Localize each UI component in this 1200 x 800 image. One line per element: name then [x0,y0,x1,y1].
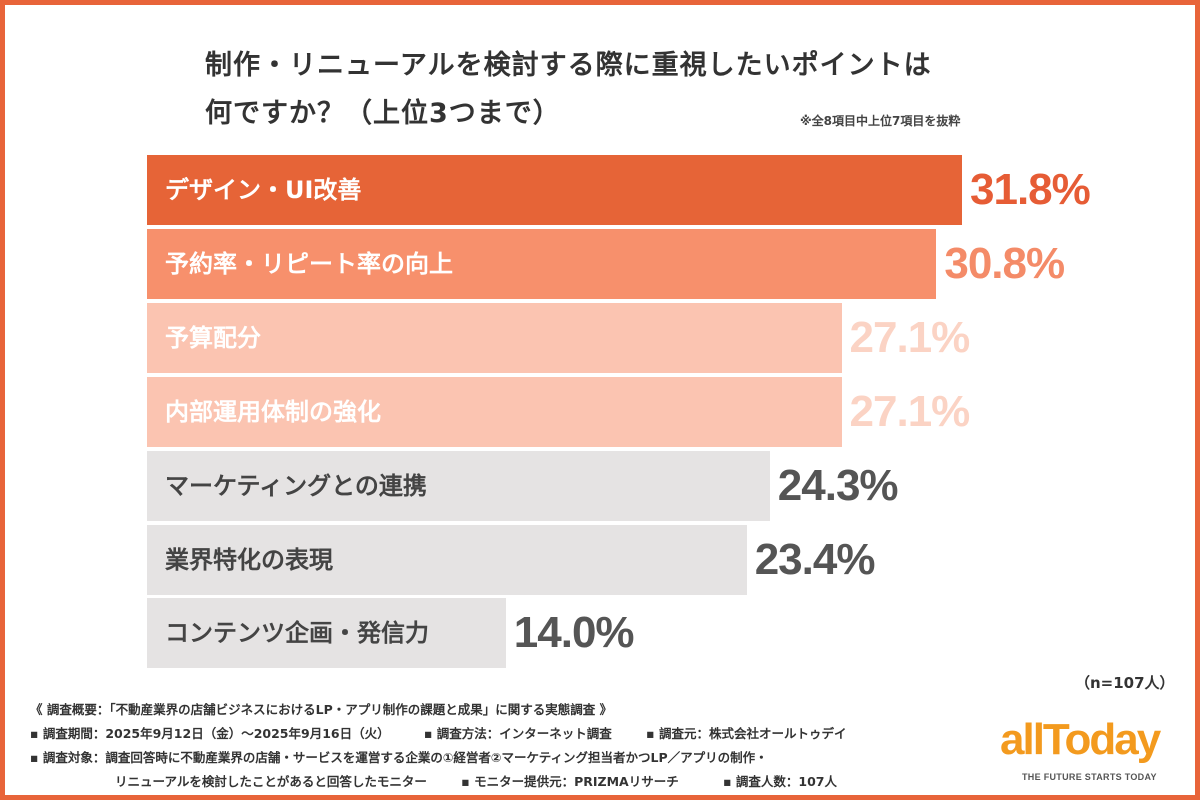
chart-title: 制作・リニューアルを検討する際に重視したいポイントは 何ですか？（上位3つまで） [205,42,932,138]
footer-survey-title: 《 調査概要：「不動産業界の店舗ビジネスにおけるLP・アプリ制作の課題と成果」に… [30,702,613,717]
bar-label: 業界特化の表現 [165,545,333,574]
bar [147,598,506,669]
bar-label: 予約率・リピート率の向上 [165,249,453,278]
chart-note: ※全8項目中上位7項目を抜粋 [800,114,961,128]
data-label: 14.0% [513,608,635,658]
bar [147,228,937,299]
monitor-provider: ▪ モニター提供元：PRIZMAリサーチ [461,774,679,789]
survey-target-cont: リニューアルを検討したことがあると回答したモニター [115,774,427,789]
data-label: 23.4% [754,534,876,584]
survey-method: ▪ 調査方法：インターネット調査 [423,726,612,741]
sample-size: （n=107人） [1075,674,1175,692]
bar [147,450,770,521]
bar [147,376,842,447]
survey-period: ▪ 調査期間：2025年9月12日（金）～2025年9月16日（火） [30,726,390,741]
footer-line-2: ▪ 調査期間：2025年9月12日（金）～2025年9月16日（火） ▪ 調査方… [30,725,846,743]
bar-label: コンテンツ企画・発信力 [165,619,429,648]
bar [147,155,962,225]
logo-wordmark: allToday [1000,715,1161,764]
bar-label: 予算配分 [165,323,261,352]
data-label: 31.8% [970,165,1091,214]
data-label: 24.3% [777,460,899,510]
bar [147,524,747,595]
survey-source: ▪ 調査元：株式会社オールトゥデイ [646,726,847,741]
title-line-2: 何ですか？（上位3つまで） [205,98,561,129]
bar [147,302,842,373]
data-label: 27.1% [849,312,971,362]
logo-tagline: THE FUTURE STARTS TODAY [1022,772,1157,782]
bar-label: デザイン・UI改善 [165,176,362,204]
bar-label: マーケティングとの連携 [165,471,427,500]
respondent-count: ▪ 調査人数：107人 [723,774,837,789]
bar-label: 内部運用体制の強化 [165,397,381,426]
survey-target: ▪ 調査対象：調査回答時に不動産業界の店舗・サービスを運営する企業の①経営者②マ… [30,750,768,765]
data-label: 27.1% [849,386,971,436]
data-label: 30.8% [944,238,1065,288]
footer-line-4: リニューアルを検討したことがあると回答したモニター ▪ モニター提供元：PRIZ… [115,773,837,791]
alltoday-logo: allToday THE FUTURE STARTS TODAY [1000,712,1185,787]
title-line-1: 制作・リニューアルを検討する際に重視したいポイントは [205,50,932,81]
